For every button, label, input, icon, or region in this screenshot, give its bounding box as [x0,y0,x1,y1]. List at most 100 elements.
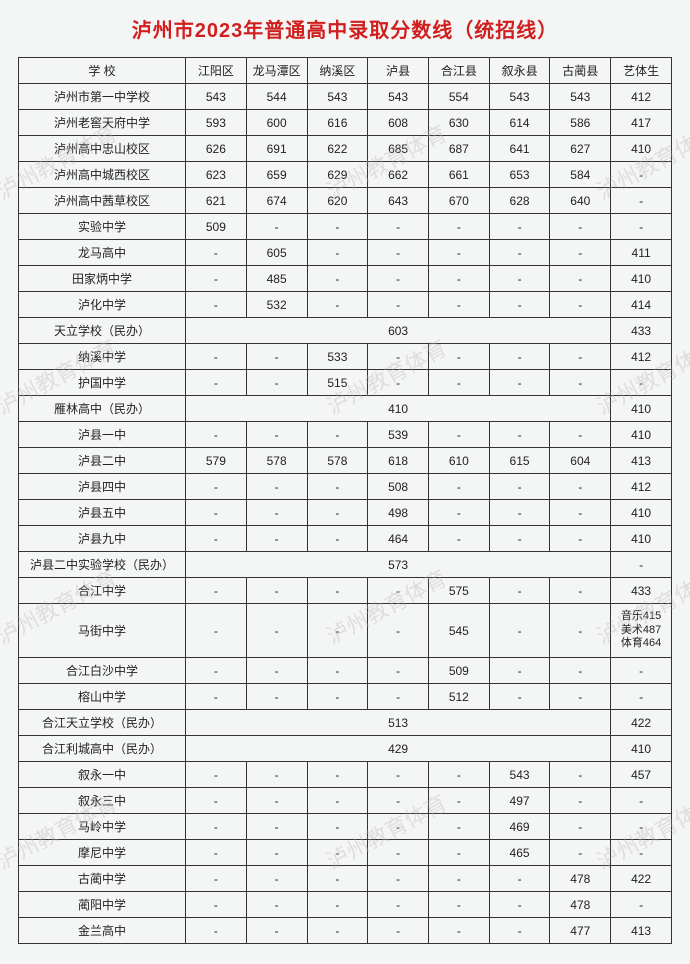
score-cell: - [550,814,611,840]
score-cell: - [489,422,550,448]
school-cell: 泸县五中 [19,500,186,526]
score-cell: 411 [611,240,672,266]
score-cell: - [186,344,247,370]
school-cell: 泸州老窖天府中学 [19,110,186,136]
header-district: 艺体生 [611,58,672,84]
school-cell: 叙永一中 [19,762,186,788]
score-cell: - [186,814,247,840]
score-cell: - [611,552,672,578]
score-cell: 687 [428,136,489,162]
score-cell: 410 [611,396,672,422]
score-cell: - [611,814,672,840]
score-cell: - [368,266,429,292]
score-cell: - [307,658,368,684]
score-cell: - [246,370,307,396]
score-cell: - [246,866,307,892]
table-row: 马岭中学-----469-- [19,814,672,840]
table-row: 古蔺中学------478422 [19,866,672,892]
school-cell: 雁林高中（民办） [19,396,186,422]
score-cell: 417 [611,110,672,136]
school-cell: 泸州高中忠山校区 [19,136,186,162]
score-cell: - [611,214,672,240]
score-cell: - [550,240,611,266]
score-cell: - [368,344,429,370]
score-cell: - [428,500,489,526]
score-cell: - [186,500,247,526]
table-row: 蔺阳中学------478- [19,892,672,918]
score-cell: 543 [489,762,550,788]
school-cell: 泸县一中 [19,422,186,448]
score-cell: 615 [489,448,550,474]
score-cell: 600 [246,110,307,136]
score-cell: - [368,840,429,866]
table-row: 叙永一中-----543-457 [19,762,672,788]
score-cell: - [550,604,611,658]
score-cell: - [246,474,307,500]
score-cell: - [428,788,489,814]
score-cell: 630 [428,110,489,136]
score-cell: 578 [307,448,368,474]
score-cell: 628 [489,188,550,214]
score-cell: 659 [246,162,307,188]
score-cell: 674 [246,188,307,214]
score-cell: 543 [489,84,550,110]
score-cell: 629 [307,162,368,188]
table-row: 合江天立学校（民办）513422 [19,710,672,736]
merged-cell: 573 [186,552,611,578]
school-cell: 泸县四中 [19,474,186,500]
school-cell: 合江利城高中（民办） [19,736,186,762]
score-cell: - [550,658,611,684]
score-cell: 469 [489,814,550,840]
score-cell: - [368,370,429,396]
score-cell: 685 [368,136,429,162]
score-cell: 621 [186,188,247,214]
score-cell: 515 [307,370,368,396]
score-cell: - [428,474,489,500]
score-cell: - [246,604,307,658]
score-cell: - [246,214,307,240]
score-cell: 543 [186,84,247,110]
score-cell: 610 [428,448,489,474]
table-row: 泸州市第一中学校543544543543554543543412 [19,84,672,110]
score-cell: 478 [550,892,611,918]
table-row: 合江利城高中（民办）429410 [19,736,672,762]
score-cell: 543 [368,84,429,110]
score-cell: - [307,578,368,604]
score-cell: 410 [611,266,672,292]
score-cell: - [186,918,247,944]
school-cell: 金兰高中 [19,918,186,944]
score-cell: - [428,292,489,318]
score-cell: - [368,658,429,684]
score-cell: - [611,840,672,866]
score-cell: 512 [428,684,489,710]
score-cell: - [489,292,550,318]
table-row: 合江中学----575--433 [19,578,672,604]
score-cell: 音乐415美术487体育464 [611,604,672,658]
table-row: 泸县五中---498---410 [19,500,672,526]
score-cell: - [186,658,247,684]
score-cell: 545 [428,604,489,658]
score-cell: 620 [307,188,368,214]
score-cell: - [307,840,368,866]
score-cell: - [186,788,247,814]
score-cell: 539 [368,422,429,448]
header-district: 纳溪区 [307,58,368,84]
score-cell: - [428,422,489,448]
merged-cell: 513 [186,710,611,736]
school-cell: 泸州高中茜草校区 [19,188,186,214]
header-district: 龙马潭区 [246,58,307,84]
score-cell: 691 [246,136,307,162]
score-cell: - [489,344,550,370]
score-cell: - [428,892,489,918]
score-cell: 605 [246,240,307,266]
score-cell: - [550,762,611,788]
table-row: 叙永三中-----497-- [19,788,672,814]
score-cell: - [307,266,368,292]
score-cell: - [489,578,550,604]
score-cell: 578 [246,448,307,474]
header-district: 江阳区 [186,58,247,84]
header-row: 学 校 江阳区 龙马潭区 纳溪区 泸县 合江县 叙永县 古蔺县 艺体生 [19,58,672,84]
score-cell: 433 [611,578,672,604]
score-cell: - [489,918,550,944]
score-cell: - [550,526,611,552]
